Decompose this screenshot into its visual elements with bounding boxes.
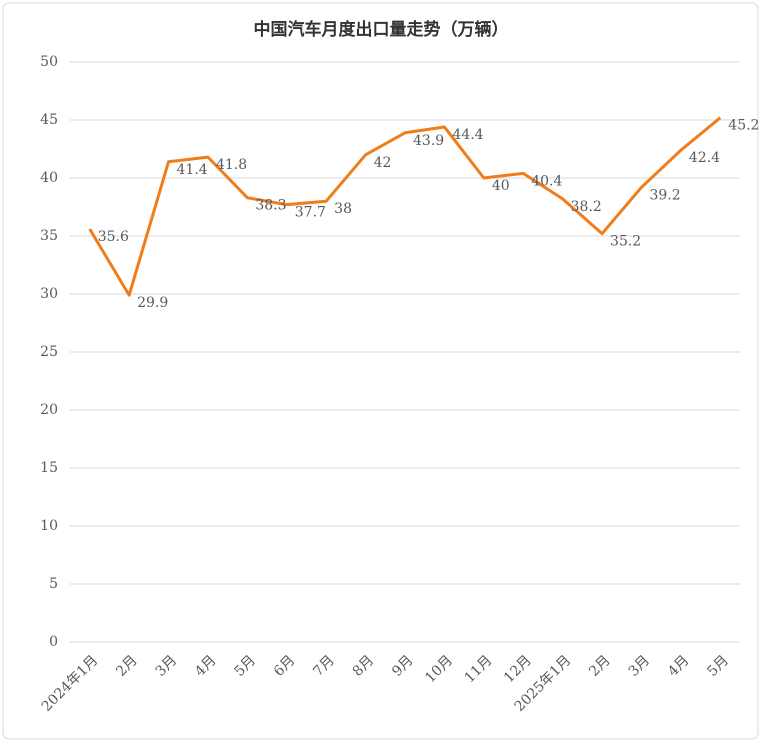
y-tick-label: 40	[40, 170, 58, 186]
y-tick-label: 10	[40, 518, 58, 534]
data-label: 29.9	[137, 295, 168, 311]
y-tick-label: 5	[49, 576, 58, 592]
y-tick-label: 25	[40, 344, 58, 360]
data-label: 39.2	[649, 187, 680, 203]
data-label: 38.2	[571, 199, 602, 215]
y-tick-label: 20	[40, 402, 58, 418]
chart-title: 中国汽车月度出口量走势（万辆）	[254, 19, 509, 40]
data-label: 41.8	[216, 157, 247, 173]
data-label: 42	[374, 155, 392, 171]
y-tick-label: 35	[40, 228, 58, 244]
series-line	[88, 116, 722, 297]
y-tick-label: 30	[40, 286, 58, 302]
data-label: 38	[334, 201, 352, 217]
y-tick-label: 15	[40, 460, 58, 476]
data-label: 41.4	[177, 162, 208, 178]
y-tick-label: 50	[40, 54, 58, 70]
y-tick-label: 0	[49, 634, 58, 650]
data-label: 35.6	[98, 229, 129, 245]
data-label: 44.4	[452, 127, 483, 143]
data-label: 35.2	[610, 234, 641, 250]
data-label: 42.4	[689, 150, 720, 166]
data-label: 40	[492, 178, 510, 194]
data-label: 43.9	[413, 133, 444, 149]
data-label: 40.4	[531, 173, 562, 189]
data-label: 45.2	[728, 118, 759, 134]
y-tick-label: 45	[40, 112, 58, 128]
data-label: 38.3	[255, 198, 286, 214]
data-label: 37.7	[295, 205, 326, 221]
